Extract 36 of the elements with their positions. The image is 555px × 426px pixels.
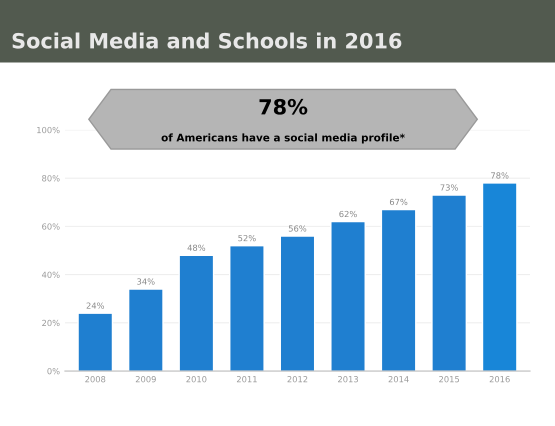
- data-label: 34%: [137, 278, 155, 285]
- data-label: 78%: [491, 172, 508, 179]
- x-tick-label: 2008: [85, 376, 106, 382]
- data-label: 67%: [390, 198, 408, 206]
- y-tick-label: 80%: [42, 175, 60, 182]
- x-tick-label: 2012: [287, 376, 308, 382]
- bar: [77, 312, 114, 372]
- data-label: 48%: [188, 244, 206, 251]
- y-tick-label: 60%: [42, 223, 60, 230]
- data-label: 56%: [288, 225, 306, 232]
- x-tick-label: 2016: [490, 376, 510, 382]
- data-label: 62%: [339, 210, 357, 218]
- x-tick-label: 2014: [388, 376, 409, 382]
- bar: [229, 244, 265, 372]
- chart-title: Social Media and Schools in 2016: [12, 32, 402, 49]
- y-tick-label: 0%: [47, 368, 60, 374]
- y-tick-label: 20%: [42, 320, 60, 326]
- bar: [431, 194, 468, 372]
- y-tick-label: 40%: [42, 272, 60, 278]
- bar: [178, 254, 214, 372]
- x-tick-label: 2013: [338, 376, 358, 382]
- x-tick-label: 2009: [136, 376, 156, 382]
- data-label: 24%: [86, 302, 104, 309]
- text: 78%: [260, 98, 308, 115]
- bar: [128, 288, 164, 372]
- x-tick-label: 2010: [186, 376, 206, 382]
- bar: [380, 208, 416, 372]
- y-tick-label: 100%: [37, 126, 60, 134]
- data-label: 73%: [440, 184, 458, 191]
- x-tick-label: 2015: [439, 376, 460, 382]
- bar: [330, 220, 366, 372]
- bar: [482, 182, 518, 372]
- x-tick-label: 2011: [236, 376, 257, 382]
- annotation: of Americans have a social media profile*: [162, 133, 405, 144]
- data-label: 52%: [238, 234, 256, 242]
- bar: [280, 235, 316, 372]
